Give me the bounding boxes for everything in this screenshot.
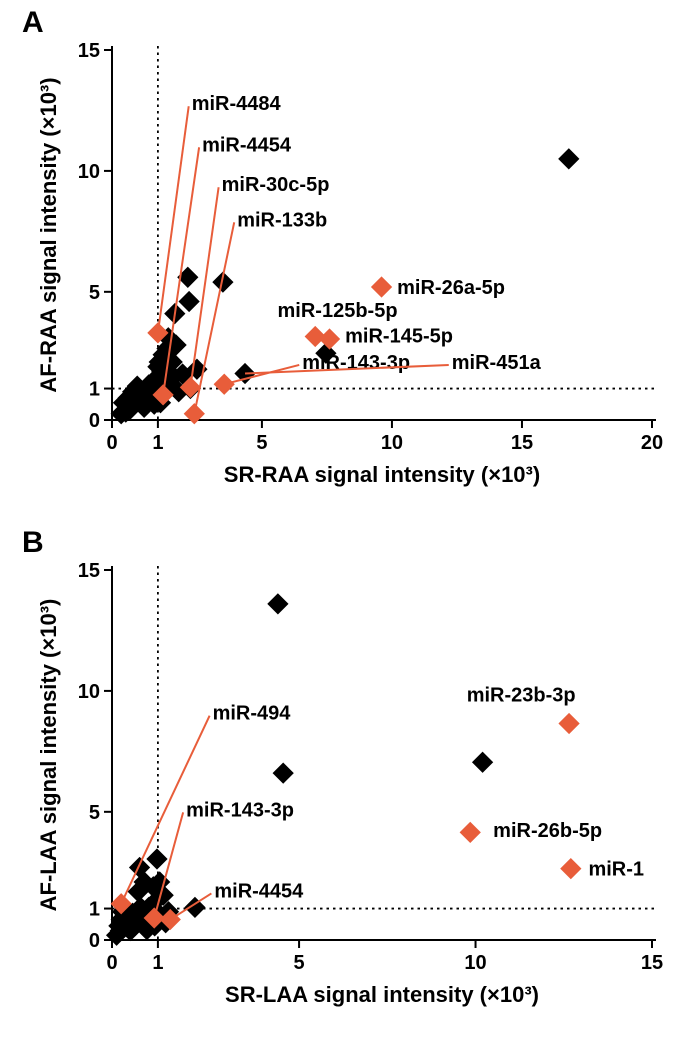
svg-text:10: 10: [78, 681, 100, 703]
x-axis-title: SR-LAA signal intensity (×10³): [225, 982, 539, 1007]
point-label: miR-494: [213, 703, 292, 725]
svg-text:15: 15: [641, 952, 663, 974]
svg-text:0: 0: [89, 930, 100, 952]
figure-root: A B 0151015200151015SR-RAA signal intens…: [0, 0, 685, 1044]
data-point: [473, 752, 493, 772]
point-label: miR-23b-3p: [467, 685, 576, 707]
data-point: [273, 763, 293, 783]
point-label: miR-26b-5p: [493, 820, 602, 842]
point-label: miR-143-3p: [186, 799, 294, 821]
svg-text:15: 15: [78, 560, 100, 582]
svg-text:5: 5: [294, 952, 305, 974]
data-point: [147, 849, 167, 869]
data-point: [559, 714, 579, 734]
data-point: [268, 594, 288, 614]
svg-text:1: 1: [152, 952, 163, 974]
data-point: [561, 859, 581, 879]
point-label: miR-4454: [214, 880, 304, 902]
point-label: miR-1: [588, 859, 644, 881]
svg-text:5: 5: [89, 802, 100, 824]
svg-text:0: 0: [106, 952, 117, 974]
y-axis-title: AF-LAA signal intensity (×10³): [36, 599, 61, 912]
svg-text:10: 10: [464, 952, 486, 974]
svg-text:1: 1: [89, 899, 100, 921]
data-point: [460, 822, 480, 842]
scatter-chart-b: 01510150151015SR-LAA signal intensity (×…: [0, 0, 685, 1044]
